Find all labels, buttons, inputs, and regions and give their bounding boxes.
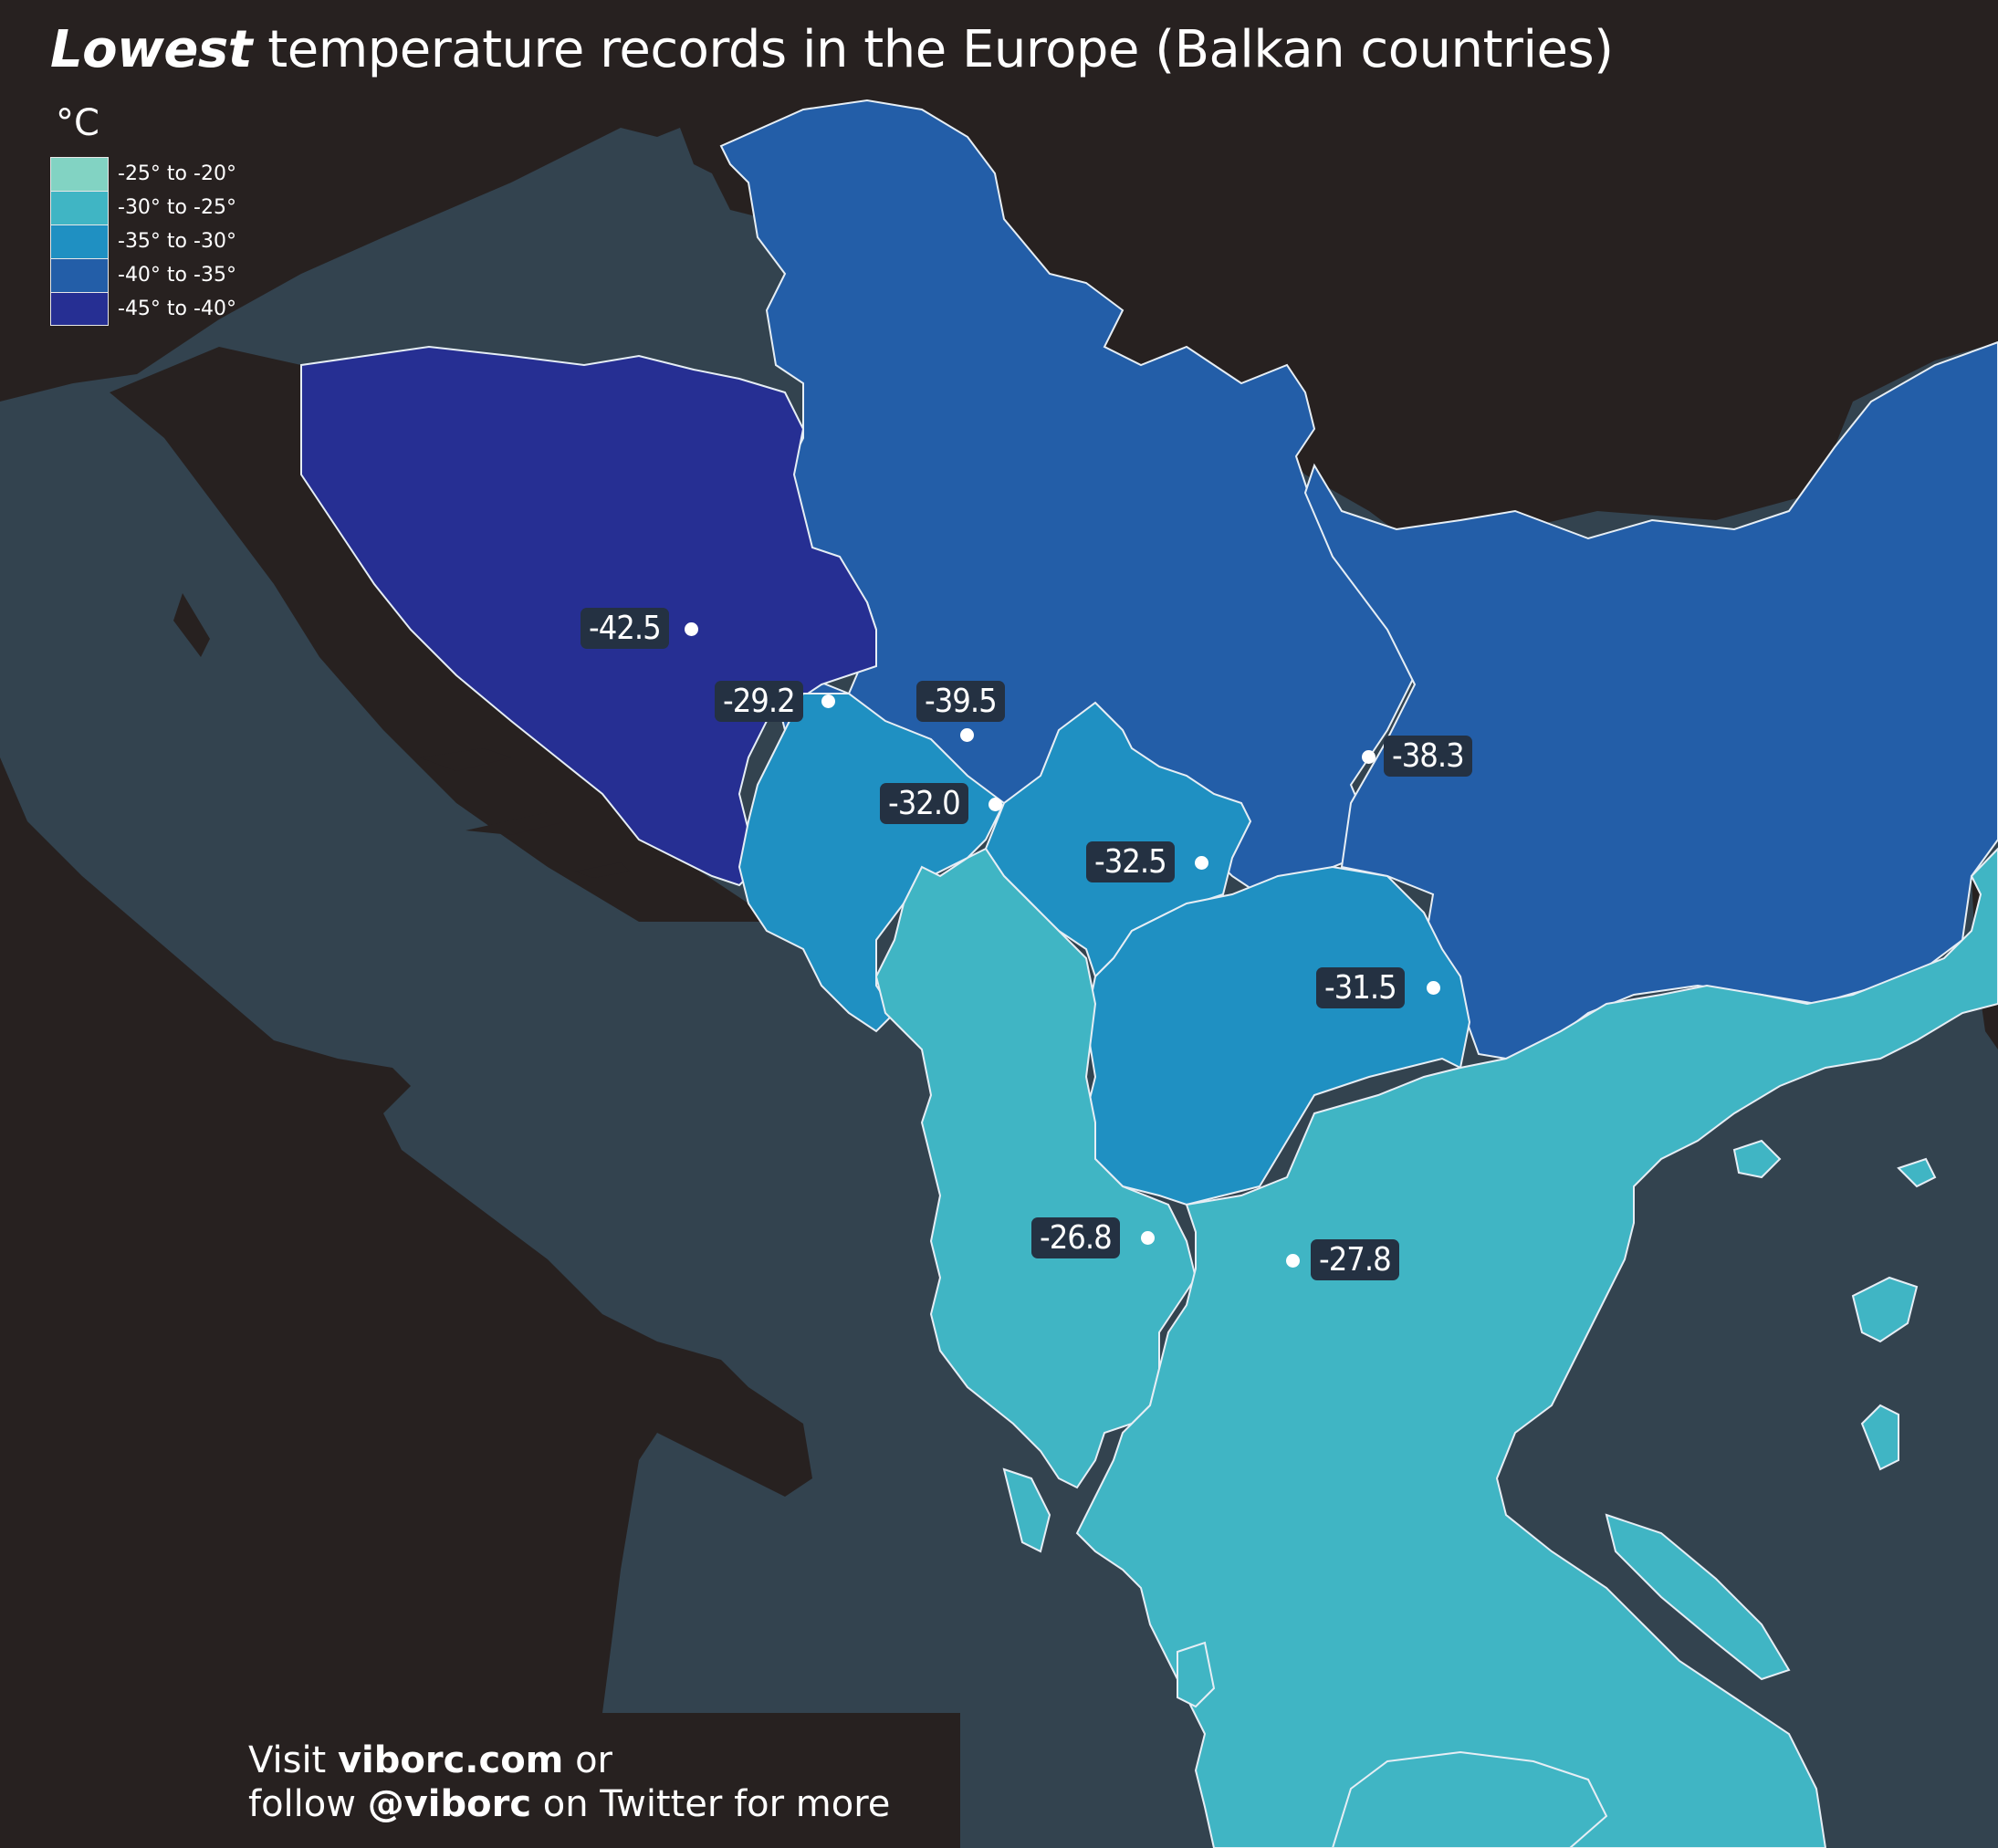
title-rest: temperature records in the Europe (Balka… — [251, 20, 1614, 79]
record-dot — [821, 694, 835, 708]
record-label: -32.5 — [1086, 841, 1175, 882]
twitter-handle[interactable]: @viborc — [367, 1783, 532, 1825]
footer-line-2: follow @viborc on Twitter for more — [248, 1782, 890, 1826]
record-label: -31.5 — [1316, 967, 1405, 1008]
island-chios — [1860, 1404, 1899, 1471]
region-greece — [1075, 847, 1998, 1848]
island-adriatic-2 — [466, 812, 566, 835]
record-label: -26.8 — [1031, 1217, 1120, 1258]
legend-swatch — [50, 157, 109, 191]
island-corfu — [1002, 1467, 1051, 1553]
record-dot — [1286, 1254, 1300, 1268]
legend-item: -40° to -35° — [50, 258, 236, 292]
island-lemnos — [1732, 1139, 1782, 1179]
map-title: Lowest temperature records in the Europe… — [50, 20, 1614, 79]
title-bold: Lowest — [50, 20, 252, 79]
legend-item: -35° to -30° — [50, 224, 236, 258]
website-link[interactable]: viborc.com — [337, 1739, 564, 1781]
footer-text-part: follow — [248, 1783, 368, 1825]
footer-text-part: or — [563, 1739, 612, 1781]
island-euboea — [1605, 1513, 1791, 1681]
island-lesbos — [1851, 1276, 1919, 1343]
legend-label: -35° to -30° — [118, 230, 236, 253]
legend-swatch — [50, 224, 109, 258]
record-label: -38.3 — [1384, 736, 1472, 777]
island-thasos — [1897, 1157, 1937, 1188]
legend: °C -25° to -20° -30° to -25° -35° to -30… — [50, 102, 236, 326]
record-dot — [1195, 856, 1208, 870]
record-dot — [960, 728, 974, 742]
legend-label: -45° to -40° — [118, 298, 236, 320]
footer-text-part: Visit — [248, 1739, 338, 1781]
record-dot — [685, 622, 698, 636]
legend-label: -30° to -25° — [118, 196, 236, 219]
record-label: -29.2 — [715, 681, 803, 722]
record-label: -32.0 — [880, 783, 968, 824]
record-label: -42.5 — [581, 608, 669, 649]
record-dot — [1362, 750, 1376, 764]
legend-item: -25° to -20° — [50, 157, 236, 191]
island-adriatic-1 — [420, 748, 511, 771]
record-dot — [1141, 1231, 1155, 1245]
record-dot — [989, 798, 1002, 811]
land-italy — [0, 757, 812, 1713]
legend-item: -30° to -25° — [50, 191, 236, 224]
island-adriatic-3 — [575, 862, 630, 878]
record-label: -39.5 — [916, 681, 1005, 722]
footer-text: Visit viborc.com or follow @viborc on Tw… — [248, 1738, 890, 1826]
footer-credit: Visit viborc.com or follow @viborc on Tw… — [0, 1713, 960, 1848]
record-dot — [1427, 981, 1440, 995]
legend-label: -40° to -35° — [118, 264, 236, 287]
record-label: -27.8 — [1311, 1239, 1399, 1280]
island-adriatic-4 — [173, 593, 210, 657]
legend-swatch — [50, 258, 109, 292]
legend-item: -45° to -40° — [50, 292, 236, 326]
footer-text-part: on Twitter for more — [531, 1783, 891, 1825]
legend-unit: °C — [56, 102, 99, 144]
region-albania — [874, 847, 1198, 1489]
legend-swatch — [50, 191, 109, 224]
island-crete — [1331, 1750, 1608, 1848]
legend-swatch — [50, 292, 109, 326]
footer-line-1: Visit viborc.com or — [248, 1738, 890, 1782]
legend-label: -25° to -20° — [118, 162, 236, 185]
island-kefalonia — [1177, 1641, 1216, 1708]
